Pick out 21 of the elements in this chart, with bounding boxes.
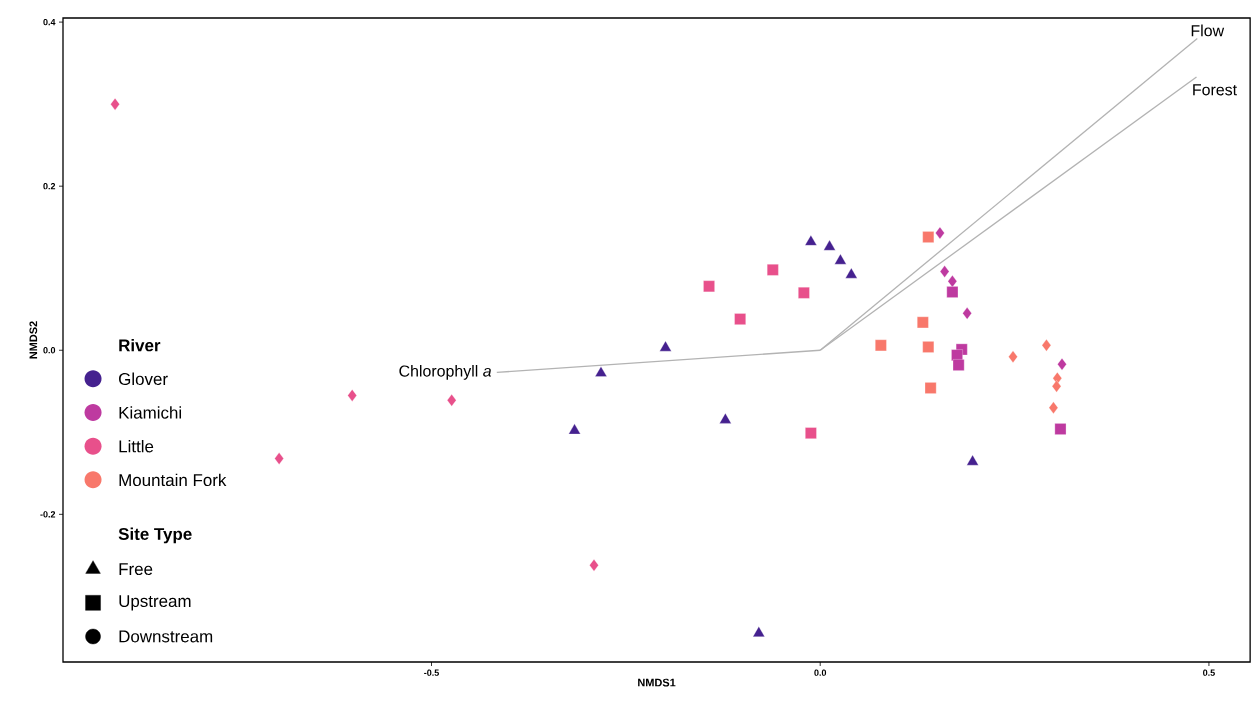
y-tick-label: -0.2 bbox=[40, 511, 56, 518]
y-axis-title: NMDS2 bbox=[29, 321, 38, 359]
legend-label: Mountain Fork bbox=[119, 473, 227, 487]
x-axis-title: NMDS1 bbox=[638, 678, 676, 687]
series-label: Flow bbox=[1191, 24, 1225, 37]
x-tick-label: 0.5 bbox=[1203, 669, 1215, 676]
legend-label: Free bbox=[119, 563, 153, 576]
series-label: Chlorophyll a bbox=[399, 364, 492, 380]
y-tick-label: 0.2 bbox=[43, 182, 56, 190]
x-tick-label: 0.0 bbox=[814, 669, 827, 676]
legend-label: Upstream bbox=[119, 595, 191, 611]
legend-label: Downstream bbox=[119, 630, 213, 643]
legend-label: Little bbox=[119, 439, 154, 453]
legend-title: River bbox=[119, 338, 161, 352]
annotation: Site Type bbox=[118, 527, 192, 544]
y-tick-label: 0.4 bbox=[43, 18, 56, 26]
legend-label: Glover bbox=[119, 372, 168, 386]
legend-label: Kiamichi bbox=[119, 406, 182, 419]
y-tick-label: 0.0 bbox=[43, 347, 56, 354]
series-label: Forest bbox=[1193, 84, 1237, 96]
x-tick-label: -0.5 bbox=[424, 669, 439, 676]
